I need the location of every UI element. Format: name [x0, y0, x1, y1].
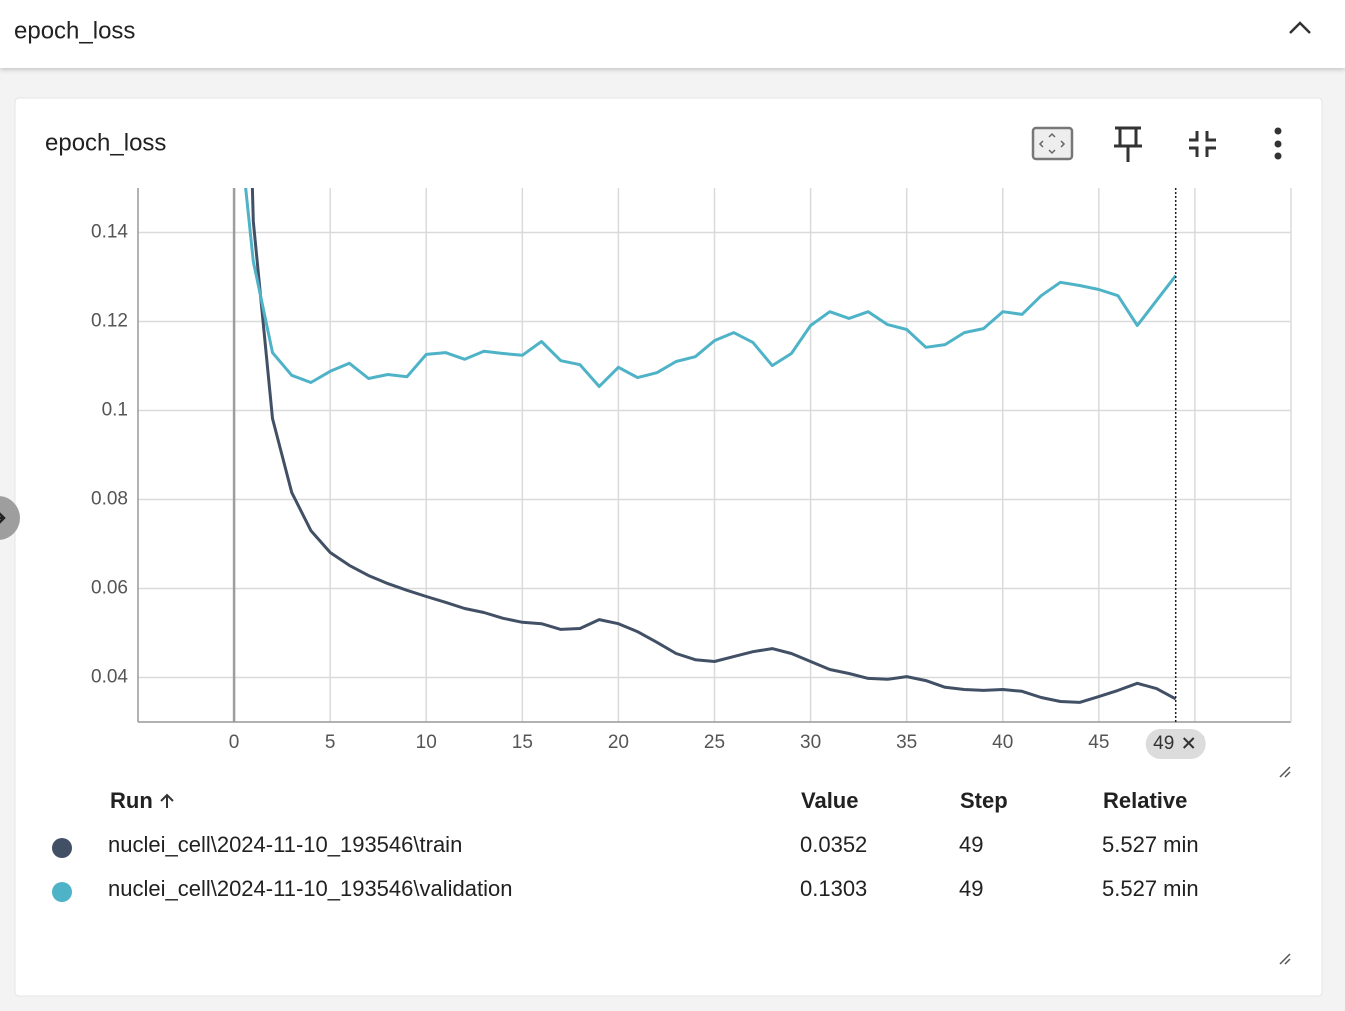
- cell-step: 49: [959, 832, 983, 857]
- x-tick-label: 35: [896, 732, 917, 753]
- y-tick-label: 0.06: [91, 578, 128, 599]
- series-line: [244, 188, 1177, 388]
- data-table: Run Value Step Relative nuclei_cell\2024-11-…: [52, 788, 1199, 902]
- sort-arrow: [160, 793, 174, 808]
- cell-relative: 5.527 min: [1102, 876, 1199, 901]
- x-tick-label: 5: [325, 732, 336, 753]
- column-header: Relative: [1103, 788, 1187, 813]
- x-tick-label: 40: [992, 732, 1013, 753]
- cell-step: 49: [959, 876, 983, 901]
- resize-handle[interactable]: [1279, 953, 1291, 965]
- cell-relative: 5.527 min: [1102, 832, 1199, 857]
- y-tick-label: 0.08: [91, 489, 128, 510]
- series-line: [250, 188, 1177, 704]
- cursor-chip[interactable]: [1145, 729, 1206, 759]
- card-title: epoch_loss: [45, 129, 166, 156]
- x-tick-label: 45: [1088, 732, 1109, 753]
- cell-value: 0.0352: [800, 832, 867, 857]
- fit-icon[interactable]: [1031, 126, 1074, 161]
- run-name: nuclei_cell\2024-11-10_193546\validation: [108, 876, 512, 901]
- header-bar: [0, 0, 1345, 68]
- resize-handle[interactable]: [1279, 766, 1291, 778]
- y-tick-label: 0.04: [91, 667, 128, 688]
- side-toggle-arrow: [0, 512, 6, 524]
- cursor-close[interactable]: [1182, 737, 1195, 749]
- run-color-dot: [52, 838, 72, 858]
- column-header: Run: [110, 788, 153, 813]
- collapse-icon[interactable]: [1289, 21, 1311, 34]
- run-name: nuclei_cell\2024-11-10_193546\train: [108, 832, 462, 857]
- run-color-dot: [52, 882, 72, 902]
- shrink-icon[interactable]: [1189, 131, 1216, 157]
- side-toggle[interactable]: [0, 496, 20, 540]
- cell-value: 0.1303: [800, 876, 867, 901]
- more-icon[interactable]: [1274, 127, 1282, 160]
- x-tick-label: 30: [800, 732, 821, 753]
- card: [14, 97, 1323, 997]
- column-header: Step: [960, 788, 1008, 813]
- y-tick-label: 0.14: [91, 222, 128, 243]
- x-tick-label: 20: [608, 732, 629, 753]
- cursor-label: 49: [1153, 733, 1174, 754]
- x-tick-label: 15: [512, 732, 533, 753]
- y-tick-label: 0.12: [91, 311, 128, 332]
- header-title: epoch_loss: [14, 17, 135, 44]
- x-tick-label: 0: [229, 732, 240, 753]
- y-tick-label: 0.1: [102, 400, 128, 421]
- x-tick-label: 10: [416, 732, 437, 753]
- chart: 0.04 0.06 0.08 0.1 0.12 0.14 0 5 10 15 20 25 30 35 40 4…: [91, 188, 1292, 759]
- pin-icon[interactable]: [1114, 126, 1142, 162]
- lines: [244, 188, 1177, 704]
- x-tick-label: 25: [704, 732, 725, 753]
- column-header: Value: [801, 788, 858, 813]
